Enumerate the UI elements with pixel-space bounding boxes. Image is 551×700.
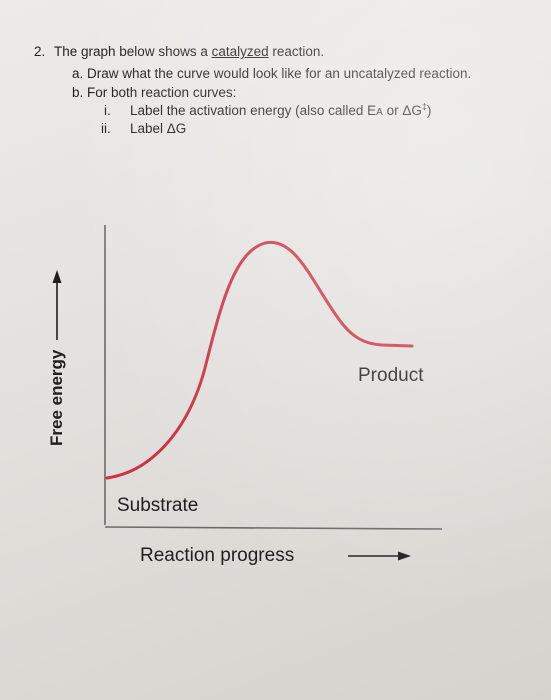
stem-text-after: reaction. <box>268 44 325 59</box>
part-b-text: b. For both reaction curves: <box>72 85 237 100</box>
y-axis-arrow <box>52 270 62 340</box>
part-a-text: a. Draw what the curve would look like f… <box>72 66 472 81</box>
sub-i-text-mid: or ΔG <box>382 103 422 118</box>
substrate-label: Substrate <box>117 495 198 516</box>
sub-i-text-after: ) <box>426 103 432 118</box>
sub-i-marker: i. <box>104 103 111 118</box>
sub-i-subscript: A <box>376 107 383 118</box>
stem-underlined-word: catalyzed <box>211 44 269 59</box>
sub-ii-marker: ii. <box>101 121 111 136</box>
sub-i-superscript: ‡ <box>421 101 427 112</box>
sub-i-text: Label the activation energy (also called… <box>130 102 431 122</box>
question-stem: The graph below shows a catalyzed reacti… <box>54 43 324 61</box>
x-axis-arrow <box>348 551 411 561</box>
sub-ii-text: Label ΔG <box>130 121 187 136</box>
x-axis <box>104 526 443 530</box>
stem-text-before: The graph below shows a <box>54 44 212 59</box>
catalyzed-reaction-curve <box>105 240 414 480</box>
sub-i-text-before: Label the activation energy (also called… <box>130 103 377 118</box>
y-axis-label: Free energy <box>47 349 66 446</box>
product-label: Product <box>358 365 424 386</box>
x-axis-label: Reaction progress <box>140 545 294 566</box>
question-number: 2. <box>34 44 46 59</box>
